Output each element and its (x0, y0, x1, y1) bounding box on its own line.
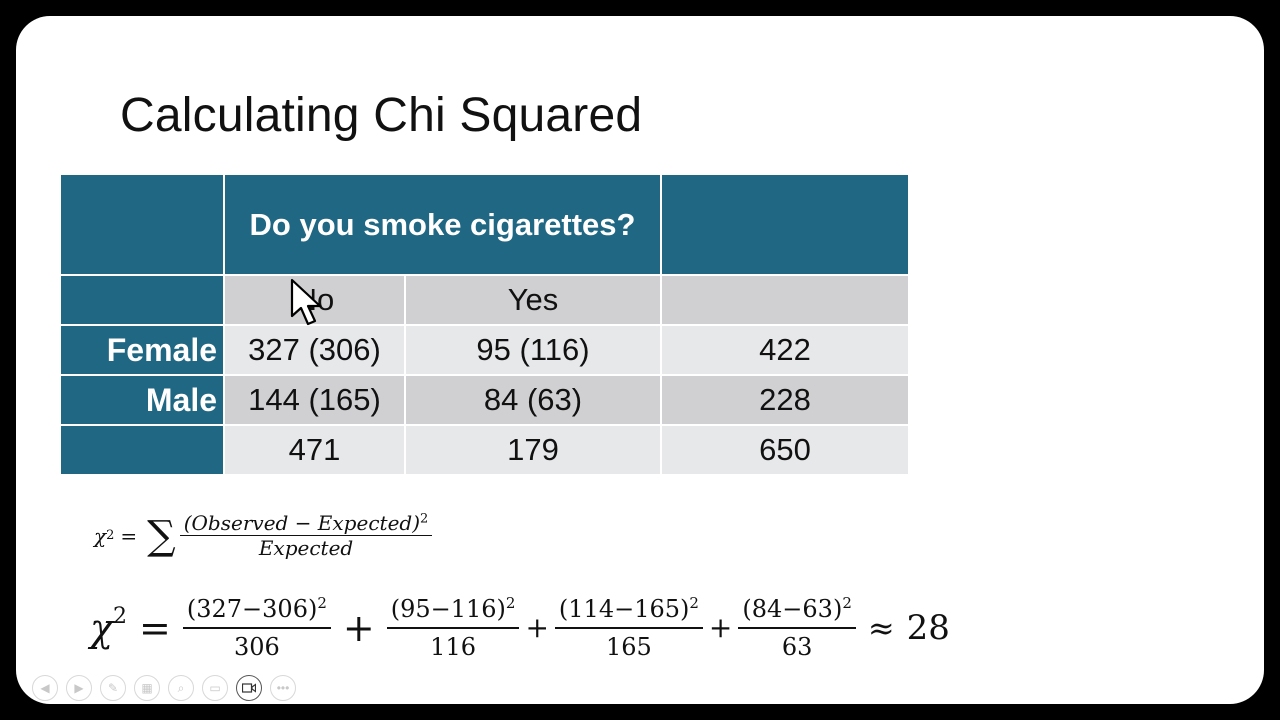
plus-sign: + (708, 611, 733, 644)
plus-sign: + (525, 611, 549, 644)
term-denominator: 116 (430, 633, 476, 661)
cell-no: 144 (165) (225, 376, 406, 426)
cell-total: 228 (662, 376, 908, 426)
term-denominator: 165 (606, 633, 652, 661)
formula-fraction: (Observed − Expected)2 Expected (179, 511, 433, 560)
formula-numerator: (Observed − Expected) (183, 511, 421, 535)
row-label: Female (61, 326, 225, 376)
calc-chi: χ (90, 605, 114, 650)
calc-chi-exp: 2 (113, 604, 128, 629)
term-numerator: (95−116) (390, 595, 506, 623)
table-row: Female 327 (306) 95 (116) 422 (61, 326, 908, 376)
cell-total: 422 (662, 326, 908, 376)
sigma-symbol: ∑ (147, 512, 176, 559)
header-total (662, 276, 908, 326)
calc-term: (114−165)2 165 (554, 594, 703, 661)
formula-chi-exp: 2 (106, 528, 115, 543)
term-numerator: (114−165) (558, 595, 690, 623)
term-denominator: 306 (233, 633, 280, 661)
zoom-icon[interactable]: ⌕ (168, 675, 194, 701)
slide-title: Calculating Chi Squared (120, 89, 643, 142)
row-label (61, 426, 225, 474)
slide: Calculating Chi Squared Do you smoke cig… (16, 16, 1264, 704)
contingency-table: Do you smoke cigarettes? No Yes Female 3… (61, 175, 908, 474)
approx-sign: ≈ (867, 608, 895, 647)
formula-chi: χ (94, 523, 107, 548)
more-icon[interactable]: ••• (270, 675, 296, 701)
row-label: Male (61, 376, 225, 426)
term-numerator: (327−306) (186, 595, 318, 623)
table-corner-cell (61, 175, 225, 276)
table-cell (61, 276, 225, 326)
cell-no: 471 (225, 426, 406, 474)
table-row: Male 144 (165) 84 (63) 228 (61, 376, 908, 426)
cell-yes: 84 (63) (406, 376, 662, 426)
cell-yes: 95 (116) (406, 326, 662, 376)
formula-denominator: Expected (258, 536, 354, 560)
formula-num-exp: 2 (420, 511, 429, 527)
table-empty-header (662, 175, 908, 276)
term-denominator: 63 (781, 633, 813, 661)
previous-icon[interactable]: ◀ (32, 675, 58, 701)
calc-result: 28 (906, 607, 950, 648)
cell-yes: 179 (406, 426, 662, 474)
subtitles-icon[interactable]: ▭ (202, 675, 228, 701)
cell-no: 327 (306) (225, 326, 406, 376)
table-row: 471 179 650 (61, 426, 908, 474)
cell-total: 650 (662, 426, 908, 474)
term-numerator: (84−63) (742, 595, 843, 623)
presenter-toolbar: ◀ ▶ ✎ ▦ ⌕ ▭ ••• (32, 675, 296, 701)
calc-eq: = (139, 605, 171, 650)
calc-term: (327−306)2 306 (182, 594, 331, 661)
pen-icon[interactable]: ✎ (100, 675, 126, 701)
camera-icon[interactable] (236, 675, 262, 701)
mouse-cursor-icon (290, 278, 322, 326)
slides-icon[interactable]: ▦ (134, 675, 160, 701)
next-icon[interactable]: ▶ (66, 675, 92, 701)
header-yes: Yes (406, 276, 662, 326)
calc-term: (84−63)2 63 (738, 594, 856, 661)
plus-sign: + (342, 605, 375, 650)
calc-term: (95−116)2 116 (386, 594, 520, 661)
table-question: Do you smoke cigarettes? (225, 175, 662, 276)
formula-eq: = (120, 523, 138, 548)
